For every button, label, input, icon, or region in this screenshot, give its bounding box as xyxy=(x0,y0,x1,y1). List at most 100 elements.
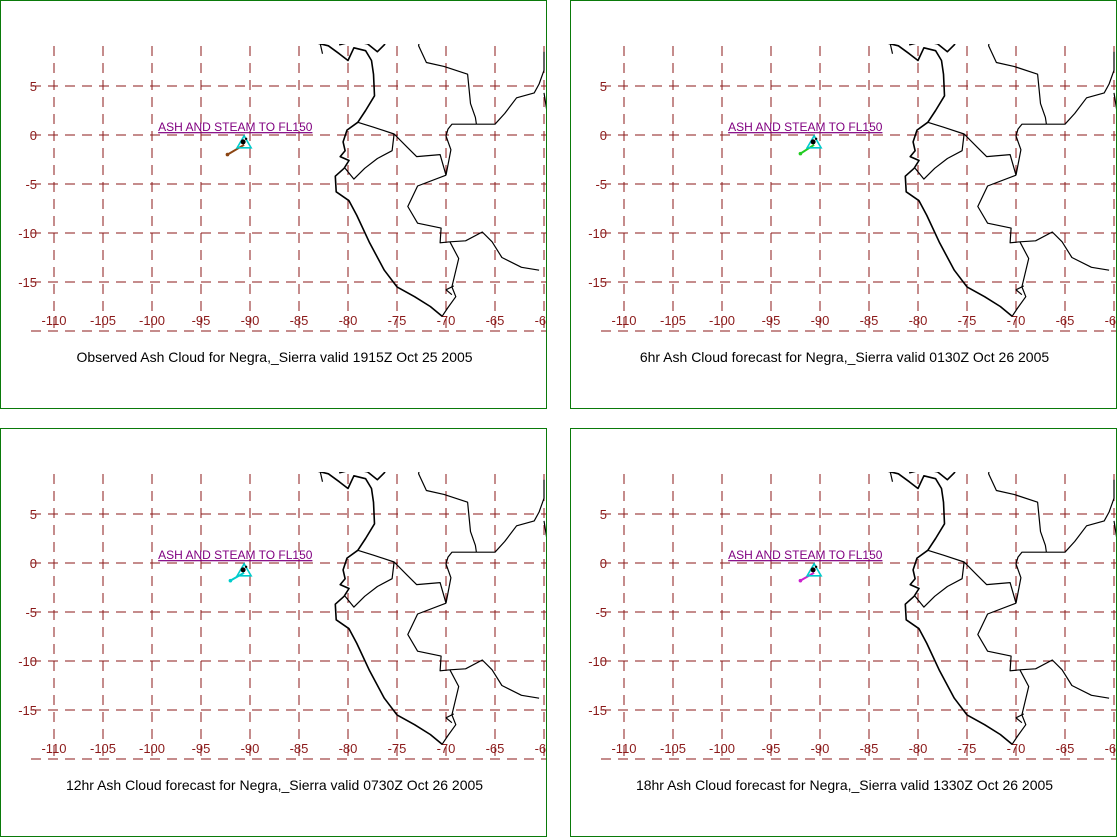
volcano-location-dot xyxy=(814,565,818,569)
lon-tick-label: -85 xyxy=(290,741,309,756)
ash-plume-tip xyxy=(798,151,803,156)
country-border xyxy=(927,121,1017,176)
panel-caption: 6hr Ash Cloud forecast for Negra,_Sierra… xyxy=(639,349,1050,365)
lon-tick-label: -100 xyxy=(139,313,165,328)
ash-plume-tip xyxy=(228,578,233,583)
lat-tick-label: 5 xyxy=(600,79,607,94)
map-canvas: -110 -105 -100 -95 -90 -85 -80 -75 -70 -65 -60 5 0 -5… xyxy=(588,44,1117,332)
caribbean-coastline xyxy=(339,44,386,53)
country-border xyxy=(445,551,477,604)
lon-tick-label: -65 xyxy=(486,741,505,756)
land-outlines xyxy=(317,472,546,745)
country-border xyxy=(1046,479,1115,553)
country-border xyxy=(441,669,460,745)
lon-tick-label: -60 xyxy=(1105,313,1117,328)
land-outlines xyxy=(887,472,1116,745)
lat-tick-label: -5 xyxy=(25,605,37,620)
coastline xyxy=(317,472,443,745)
ash-plume-tip xyxy=(798,578,803,583)
lon-tick-label: -110 xyxy=(41,313,66,328)
coastline xyxy=(887,472,1013,745)
country-border xyxy=(1046,51,1115,125)
lon-tick-label: -65 xyxy=(1056,313,1075,328)
lat-tick-label: -5 xyxy=(595,177,607,192)
map-panel-observed: -110 -105 -100 -95 -90 -85 -80 -75 -70 -65 -60 5 0 -5… xyxy=(0,0,547,409)
lat-tick-label: -10 xyxy=(18,226,37,241)
coastline xyxy=(887,44,1013,317)
country-border xyxy=(418,472,477,553)
lon-tick-label: -60 xyxy=(1105,741,1117,756)
lon-tick-label: -90 xyxy=(811,741,830,756)
country-border xyxy=(988,472,1047,553)
country-border xyxy=(927,549,1017,604)
panel-caption: 18hr Ash Cloud forecast for Negra,_Sierr… xyxy=(635,777,1054,793)
country-border xyxy=(1015,123,1047,176)
lat-tick-label: 5 xyxy=(30,79,37,94)
lat-tick-label: 0 xyxy=(600,128,607,143)
country-border xyxy=(1113,520,1116,538)
ash-plume xyxy=(799,571,815,582)
volcano-location-dot xyxy=(244,137,248,141)
volcano-location-dot xyxy=(810,567,816,573)
country-border xyxy=(977,174,1020,244)
lon-tick-label: -65 xyxy=(1056,741,1075,756)
country-border xyxy=(344,561,395,608)
map-panel-6hr: -110 -105 -100 -95 -90 -85 -80 -75 -70 -65 -60 5 0 -5… xyxy=(570,0,1117,409)
lon-tick-label: -105 xyxy=(660,313,686,328)
country-border xyxy=(407,602,450,672)
country-border xyxy=(988,44,1047,125)
country-border xyxy=(1015,551,1047,604)
ash-plume xyxy=(226,143,245,156)
lon-tick-label: -95 xyxy=(192,741,211,756)
lat-tick-label: -15 xyxy=(588,275,607,290)
lon-tick-label: -75 xyxy=(958,313,977,328)
lat-tick-label: -15 xyxy=(18,703,37,718)
lon-tick-label: -110 xyxy=(611,741,636,756)
lon-tick-label: -70 xyxy=(437,313,456,328)
land-outlines xyxy=(317,44,546,317)
lon-tick-label: -105 xyxy=(660,741,686,756)
country-border xyxy=(418,44,477,125)
lon-tick-label: -75 xyxy=(388,313,407,328)
lon-tick-label: -100 xyxy=(709,313,735,328)
lon-tick-label: -85 xyxy=(290,313,309,328)
lon-tick-label: -90 xyxy=(241,313,260,328)
country-border xyxy=(543,92,546,110)
volcano-location-dot xyxy=(240,567,246,573)
lon-tick-label: -75 xyxy=(958,741,977,756)
lat-tick-label: 0 xyxy=(600,556,607,571)
ash-plume xyxy=(799,143,815,155)
lon-tick-label: -105 xyxy=(90,741,116,756)
country-border xyxy=(1011,669,1030,745)
country-border xyxy=(407,174,450,244)
country-border xyxy=(889,44,894,54)
country-border xyxy=(1015,713,1025,724)
lon-tick-label: -70 xyxy=(437,741,456,756)
country-border xyxy=(1015,285,1025,296)
lon-tick-label: -95 xyxy=(762,313,781,328)
lon-tick-label: -110 xyxy=(41,741,66,756)
lon-tick-label: -85 xyxy=(860,313,879,328)
lon-tick-label: -80 xyxy=(339,313,358,328)
country-border xyxy=(914,133,965,180)
country-border xyxy=(445,123,477,176)
country-border xyxy=(1019,231,1110,271)
lon-tick-label: -80 xyxy=(339,741,358,756)
lat-tick-label: -5 xyxy=(25,177,37,192)
lon-tick-label: -60 xyxy=(535,313,547,328)
country-border xyxy=(357,549,447,604)
map-canvas: -110 -105 -100 -95 -90 -85 -80 -75 -70 -65 -60 5 0 -5… xyxy=(588,472,1117,760)
ash-annotation: ASH AND STEAM TO FL150 xyxy=(158,120,313,134)
lon-tick-label: -95 xyxy=(192,313,211,328)
volcano-location-dot xyxy=(814,137,818,141)
caribbean-coastline xyxy=(339,472,386,481)
country-border xyxy=(1113,92,1116,110)
country-border xyxy=(344,133,395,180)
lon-tick-label: -90 xyxy=(241,741,260,756)
country-border xyxy=(441,241,460,317)
lon-tick-label: -70 xyxy=(1007,741,1026,756)
lat-tick-label: -10 xyxy=(18,654,37,669)
lon-tick-label: -80 xyxy=(909,741,928,756)
lat-tick-label: 0 xyxy=(30,128,37,143)
map-panel-12hr: -110 -105 -100 -95 -90 -85 -80 -75 -70 -65 -60 5 0 -5… xyxy=(0,428,547,837)
